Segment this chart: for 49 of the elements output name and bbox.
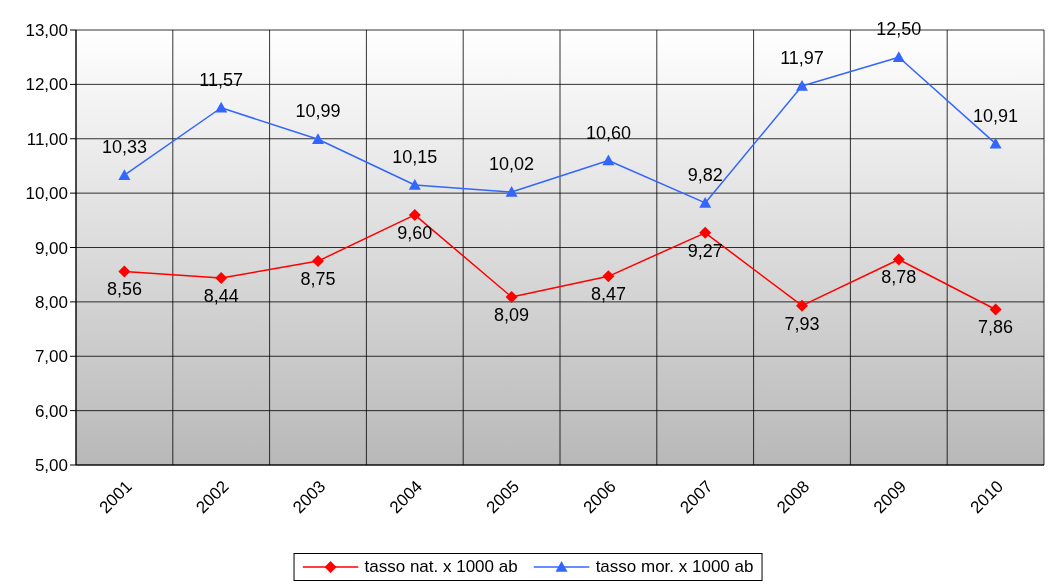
- data-label: 8,09: [494, 304, 530, 325]
- data-label: 9,60: [397, 222, 433, 243]
- data-label: 8,75: [300, 269, 336, 290]
- point: [118, 169, 131, 180]
- y-tick-label: 7,00: [34, 347, 68, 367]
- point: [989, 303, 1002, 316]
- data-label: 7,93: [784, 313, 820, 334]
- data-label: 8,56: [106, 279, 142, 300]
- data-label: 8,44: [203, 285, 239, 306]
- point: [408, 208, 421, 221]
- point: [505, 186, 518, 197]
- point: [892, 253, 905, 266]
- data-label: 10,60: [585, 122, 631, 143]
- data-label: 10,99: [295, 101, 341, 122]
- point: [699, 226, 712, 239]
- legend-label: tasso mor. x 1000 ab: [595, 557, 754, 577]
- y-tick-label: 10,00: [25, 184, 68, 204]
- data-label: 8,78: [881, 267, 917, 288]
- point: [602, 154, 615, 166]
- point: [312, 255, 324, 268]
- data-label: 7,86: [978, 317, 1014, 338]
- point: [796, 299, 808, 312]
- data-label: 10,91: [973, 105, 1019, 126]
- data-label: 12,50: [876, 19, 922, 40]
- point: [215, 101, 228, 113]
- point: [892, 51, 905, 62]
- data-label: 9,82: [687, 164, 723, 185]
- data-label: 8,47: [590, 284, 626, 305]
- data-label: 10,33: [101, 137, 147, 158]
- point: [215, 271, 228, 284]
- point: [989, 137, 1002, 149]
- data-label: 10,15: [392, 146, 438, 167]
- y-tick-label: 8,00: [34, 292, 68, 312]
- point: [602, 270, 615, 283]
- point: [408, 178, 421, 190]
- point: [118, 265, 131, 278]
- point: [505, 290, 518, 303]
- y-tick-label: 12,00: [25, 75, 68, 95]
- y-tick-label: 11,00: [26, 129, 68, 149]
- y-tick-label: 9,00: [34, 238, 68, 258]
- data-label: 10,02: [489, 154, 535, 175]
- point: [699, 196, 712, 208]
- point: [312, 133, 324, 145]
- data-label: 11,97: [780, 48, 824, 69]
- y-tick-label: 6,00: [34, 401, 68, 421]
- y-tick-label: 13,00: [25, 21, 68, 41]
- y-tick-label: 5,00: [34, 456, 68, 476]
- legend-label: tasso nat. x 1000 ab: [364, 557, 518, 577]
- point: [796, 80, 808, 91]
